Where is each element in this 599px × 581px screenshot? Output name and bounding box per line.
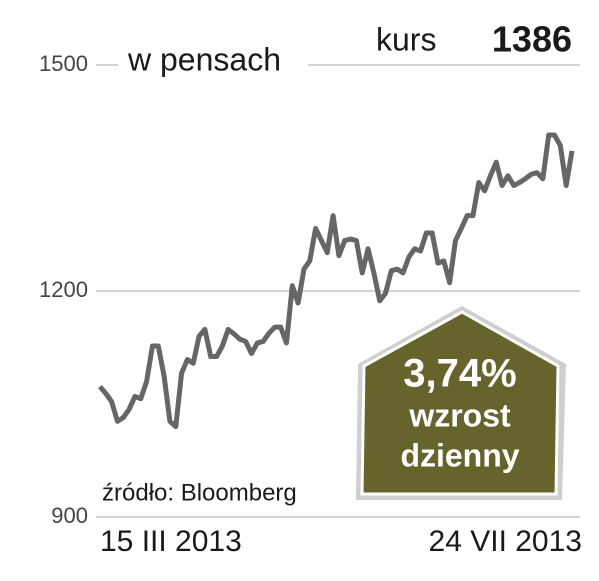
change-label: wzrost [408, 397, 511, 433]
y-tick-label: 1500 [39, 51, 88, 76]
y-axis-label: w pensach [127, 41, 281, 77]
label-bg [118, 40, 308, 90]
line [98, 132, 575, 430]
x-tick-label: 15 III 2013 [100, 525, 242, 558]
plot [98, 132, 575, 430]
current-label: kurs [376, 21, 436, 57]
x-tick-label: 24 VII 2013 [429, 525, 582, 558]
change: 3,74% [403, 352, 516, 396]
badge [360, 310, 560, 496]
current-value: 1386 [492, 19, 572, 60]
y-tick-label: 1200 [39, 277, 88, 302]
source: źródło: Bloomberg [102, 479, 297, 506]
y-tick-label: 900 [51, 503, 88, 528]
change-label: dzienny [400, 437, 519, 473]
